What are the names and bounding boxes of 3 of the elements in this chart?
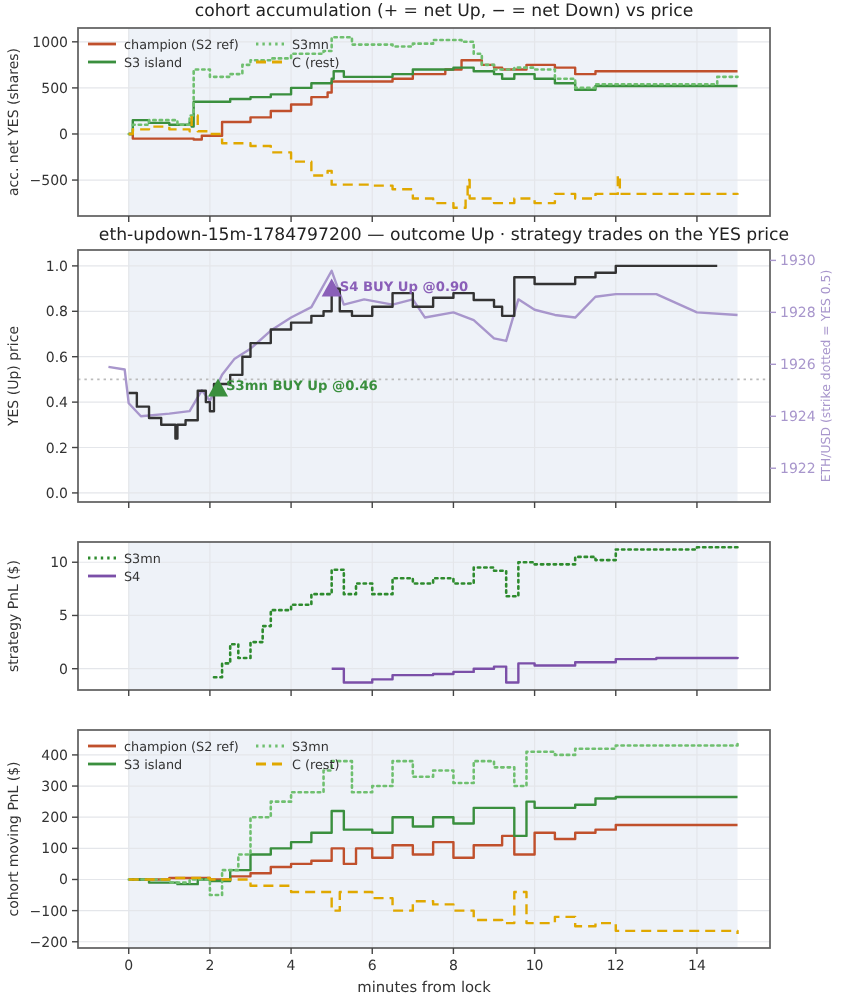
chart-title: cohort accumulation (+ = net Up, − = net Down) vs price [194, 2, 694, 22]
chart-title: eth-updown-15m-1784797200 — outcome Up · strategy trades on the YES price [98, 226, 790, 246]
line-series [107, 269, 739, 418]
